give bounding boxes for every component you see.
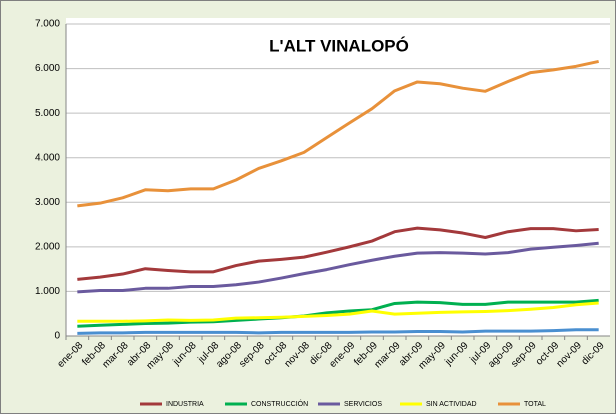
legend-label: INDUSTRIA — [166, 401, 204, 408]
plot-area — [66, 18, 610, 336]
y-tick-label: 2.000 — [35, 241, 60, 252]
legend-label: TOTAL — [524, 401, 546, 408]
y-tick-label: 3.000 — [35, 197, 60, 208]
legend-label: CONSTRUCCIÓN — [251, 399, 308, 408]
y-tick-label: 0 — [54, 331, 60, 342]
series-line — [77, 226, 599, 281]
legend-label: SERVICIOS — [344, 401, 382, 408]
title-box — [248, 32, 430, 62]
y-tick-label: 5.000 — [35, 108, 60, 119]
series-line — [77, 298, 599, 328]
y-tick-label: 4.000 — [35, 152, 60, 163]
series-line — [77, 241, 599, 294]
series-line — [77, 328, 599, 335]
y-tick-label: 6.000 — [35, 63, 60, 74]
series-line — [77, 301, 599, 323]
y-tick-label: 7.000 — [35, 19, 60, 30]
legend-label: SIN ACTIVIDAD — [426, 401, 477, 408]
chart-title: L'ALT VINALOPÓ — [269, 36, 409, 55]
y-tick-label: 1.000 — [35, 286, 60, 297]
series-line — [77, 59, 599, 208]
